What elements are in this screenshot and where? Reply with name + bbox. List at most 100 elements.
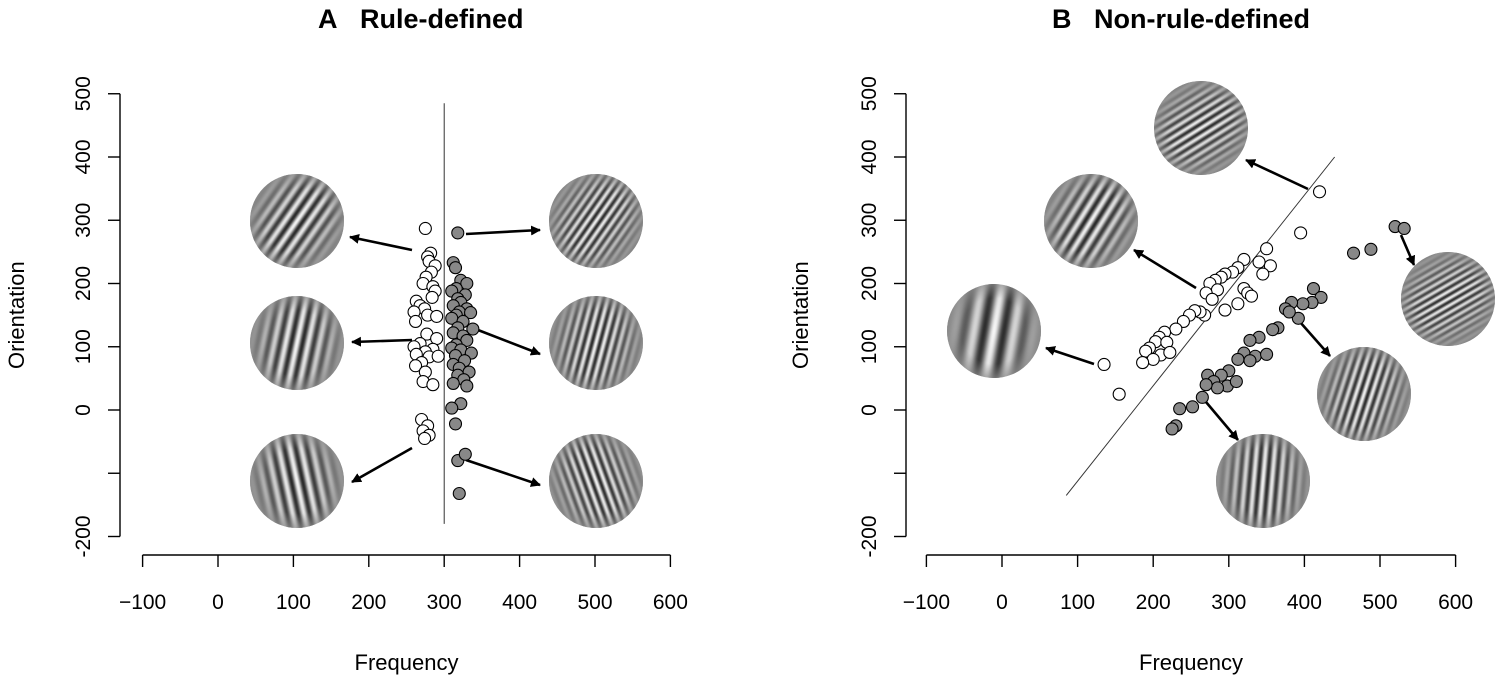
panel-letter: A bbox=[318, 4, 338, 34]
x-tick-label: 100 bbox=[276, 591, 311, 614]
data-point bbox=[448, 417, 463, 431]
arrow bbox=[1205, 401, 1239, 441]
gabor-stimulus-top bbox=[1154, 81, 1248, 175]
data-point bbox=[1291, 311, 1305, 325]
data-point bbox=[1199, 378, 1213, 392]
y-axis-label: Orientation bbox=[788, 261, 813, 369]
x-axis: −100 0 100 200 300 400 500 600 Frequency bbox=[903, 554, 1473, 675]
data-point bbox=[1306, 282, 1321, 296]
data-point bbox=[1252, 255, 1266, 269]
y-tick-label: 100 bbox=[858, 329, 881, 364]
x-tick-label: 100 bbox=[1060, 591, 1095, 614]
gabor-stimulus-left-middle bbox=[250, 296, 344, 390]
x-tick-label: 600 bbox=[1438, 591, 1473, 614]
x-tick-label: −100 bbox=[119, 591, 166, 614]
x-tick-label: 500 bbox=[577, 591, 612, 614]
arrow bbox=[349, 233, 413, 252]
x-tick-label: 500 bbox=[1362, 591, 1397, 614]
arrow bbox=[351, 446, 413, 484]
gabor-stimulus-left-top bbox=[250, 174, 344, 268]
x-axis: −100 0 100 200 300 400 500 600 Frequency bbox=[119, 554, 688, 675]
data-point bbox=[446, 376, 460, 390]
data-point bbox=[1112, 387, 1126, 401]
gabor-stimulus-right-middle bbox=[549, 296, 643, 390]
x-tick-label: 400 bbox=[502, 591, 537, 614]
x-tick-label: 200 bbox=[1136, 591, 1171, 614]
y-tick-label: 300 bbox=[858, 203, 881, 238]
series-1 bbox=[407, 221, 445, 446]
data-point bbox=[1243, 354, 1257, 368]
data-point bbox=[460, 379, 474, 393]
x-axis-label: Frequency bbox=[355, 650, 459, 675]
arrow bbox=[1245, 158, 1309, 191]
gabor-stimulus-left-upper bbox=[1044, 174, 1138, 268]
y-tick-label: 200 bbox=[72, 266, 95, 301]
data-point bbox=[1282, 305, 1296, 319]
data-point bbox=[1312, 185, 1327, 199]
y-tick-label: 500 bbox=[858, 76, 881, 111]
data-point bbox=[1173, 402, 1187, 416]
data-point bbox=[426, 378, 440, 392]
data-point bbox=[1229, 374, 1243, 389]
data-point bbox=[466, 322, 480, 336]
x-tick-label: 0 bbox=[996, 591, 1008, 614]
category-boundary bbox=[1065, 156, 1336, 496]
x-axis-label: Frequency bbox=[1139, 650, 1243, 675]
data-point bbox=[1296, 297, 1310, 311]
y-tick-label: -200 bbox=[72, 515, 95, 557]
data-point bbox=[1244, 289, 1259, 303]
data-point bbox=[1163, 345, 1177, 359]
data-point bbox=[1185, 400, 1200, 414]
y-tick-label: 100 bbox=[72, 329, 95, 364]
arrow bbox=[465, 225, 541, 236]
y-axis-label: Orientation bbox=[4, 261, 29, 369]
data-point bbox=[1263, 259, 1277, 273]
y-axis: -200 0 100 200 300 400 500 Orientation bbox=[4, 76, 121, 558]
data-point bbox=[451, 226, 465, 240]
data-point bbox=[1210, 381, 1225, 395]
y-tick-label: 500 bbox=[72, 76, 95, 111]
arrow bbox=[1133, 248, 1197, 290]
data-point bbox=[1260, 242, 1274, 256]
arrow bbox=[1399, 234, 1416, 266]
arrow bbox=[351, 336, 413, 347]
data-point bbox=[1266, 323, 1280, 337]
y-tick-label: 0 bbox=[858, 404, 881, 416]
panel-a: A Rule-defined −100 0 100 200 300 400 500 600 Freq… bbox=[4, 4, 688, 675]
gabor-stimulus-right-top bbox=[549, 174, 643, 268]
gabor-stimulus-bottom bbox=[1216, 434, 1310, 528]
data-point bbox=[1397, 221, 1411, 236]
data-point bbox=[430, 331, 444, 346]
data-point bbox=[418, 221, 432, 236]
chart-title: Rule-defined bbox=[360, 4, 524, 34]
y-tick-label: 400 bbox=[858, 139, 881, 174]
x-tick-label: 300 bbox=[427, 591, 462, 614]
data-point bbox=[1231, 352, 1245, 366]
gabor-stimulus-right bbox=[1401, 252, 1495, 346]
gabor-stimulus-left-lower bbox=[947, 284, 1041, 378]
x-tick-label: −100 bbox=[903, 591, 950, 614]
data-point bbox=[408, 314, 423, 329]
x-tick-label: 600 bbox=[653, 591, 688, 614]
x-tick-label: 300 bbox=[1211, 591, 1246, 614]
gabor-stimulus-right-bottom bbox=[549, 434, 643, 528]
arrow bbox=[465, 458, 541, 487]
data-point bbox=[1169, 322, 1183, 336]
series-1 bbox=[1097, 185, 1327, 401]
arrow bbox=[1299, 321, 1331, 357]
data-point bbox=[1165, 422, 1179, 436]
data-point bbox=[425, 290, 439, 304]
gabor-stimulus-right-lower bbox=[1317, 347, 1411, 441]
data-point bbox=[1260, 347, 1274, 361]
y-tick-label: 300 bbox=[72, 203, 95, 238]
data-point bbox=[418, 431, 432, 446]
data-point bbox=[408, 359, 423, 373]
y-tick-label: -200 bbox=[858, 515, 881, 557]
data-point bbox=[1346, 246, 1361, 260]
panel-b: B Non-rule-defined −100 0 100 200 300 400 500 600… bbox=[788, 4, 1495, 675]
series-2 bbox=[1165, 220, 1411, 436]
y-tick-label: 200 bbox=[858, 266, 881, 301]
data-point bbox=[430, 309, 444, 323]
data-point bbox=[1097, 357, 1111, 372]
